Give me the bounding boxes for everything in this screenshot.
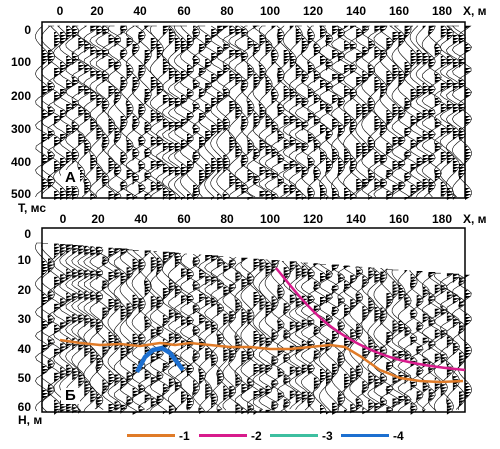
panel-a-letter: А bbox=[61, 170, 80, 186]
y-tick: 50 bbox=[17, 371, 31, 385]
x-tick: 160 bbox=[388, 212, 410, 226]
horizon-2-line bbox=[275, 267, 466, 372]
legend-swatch-4 bbox=[341, 434, 389, 437]
x-tick: 180 bbox=[431, 4, 453, 18]
x-tick: 40 bbox=[133, 4, 147, 18]
y-tick: 0 bbox=[24, 23, 31, 37]
y-tick: 0 bbox=[24, 227, 31, 241]
y-tick: 60 bbox=[17, 400, 31, 414]
y-tick: 10 bbox=[17, 253, 31, 267]
x-tick: 180 bbox=[431, 212, 453, 226]
y-tick: 300 bbox=[10, 122, 31, 136]
depth-section-b bbox=[35, 227, 472, 415]
y-axis-label: H, м bbox=[18, 413, 43, 427]
x-tick: 0 bbox=[56, 4, 64, 18]
y-tick: 20 bbox=[17, 283, 31, 297]
legend-swatch-3 bbox=[270, 434, 318, 437]
y-tick: 400 bbox=[10, 155, 31, 169]
x-tick: 160 bbox=[388, 4, 410, 18]
x-tick: 80 bbox=[220, 4, 234, 18]
x-tick: 100 bbox=[259, 212, 281, 226]
legend-label-3: -3 bbox=[322, 429, 333, 443]
x-tick: 20 bbox=[91, 212, 105, 226]
seismogram-a bbox=[35, 21, 472, 200]
horizon-1-line bbox=[59, 338, 464, 384]
y-tick: 500 bbox=[10, 187, 31, 201]
x-axis-label: X, м bbox=[463, 212, 487, 226]
legend-swatch-1 bbox=[127, 434, 175, 437]
x-tick: 100 bbox=[259, 4, 281, 18]
panel-b-letter: Б bbox=[61, 388, 80, 404]
y-tick: 200 bbox=[10, 89, 31, 103]
legend-label-2: -2 bbox=[251, 429, 262, 443]
x-axis-label: X, м bbox=[463, 4, 487, 18]
x-tick: 0 bbox=[59, 212, 67, 226]
y-tick: 100 bbox=[10, 55, 31, 69]
legend-label-1: -1 bbox=[179, 429, 190, 443]
horizon-4-line bbox=[135, 345, 185, 374]
x-tick: 120 bbox=[302, 212, 324, 226]
x-tick: 60 bbox=[177, 212, 191, 226]
x-tick: 140 bbox=[345, 212, 367, 226]
y-axis-label: T, мс bbox=[18, 201, 47, 215]
x-tick: 40 bbox=[134, 212, 148, 226]
horizon-lines bbox=[59, 267, 466, 384]
x-tick: 80 bbox=[220, 212, 234, 226]
y-tick: 30 bbox=[17, 312, 31, 326]
x-tick: 140 bbox=[345, 4, 367, 18]
x-tick: 20 bbox=[90, 4, 104, 18]
x-tick: 60 bbox=[177, 4, 191, 18]
legend-label-4: -4 bbox=[393, 429, 404, 443]
y-tick: 40 bbox=[17, 342, 31, 356]
x-tick: 120 bbox=[302, 4, 324, 18]
legend-swatch-2 bbox=[199, 434, 247, 437]
